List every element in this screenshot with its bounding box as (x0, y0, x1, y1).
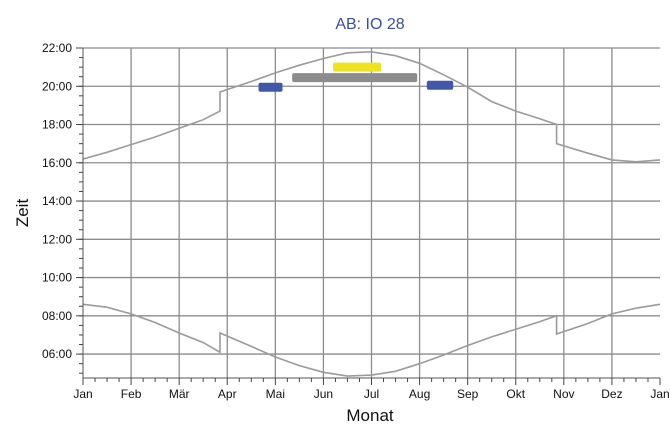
y-tick-label: 22:00 (42, 41, 72, 55)
upper-curve (82, 50, 661, 163)
y-tick-label: 10:00 (42, 271, 72, 285)
y-tick-label: 16:00 (42, 156, 72, 170)
grid (83, 47, 660, 378)
x-tick-label: Mai (266, 387, 285, 401)
x-tick-label: Aug (409, 387, 430, 401)
x-tick-label: Mär (169, 387, 190, 401)
x-axis-label: Monat (346, 406, 394, 425)
y-tick-label: 12:00 (42, 232, 72, 246)
x-tick-label: Dez (601, 387, 622, 401)
band-mark (426, 80, 454, 90)
y-tick-label: 06:00 (42, 347, 72, 361)
y-axis-label: Zeit (13, 199, 32, 228)
band-mark (258, 82, 283, 92)
bands (258, 62, 454, 92)
y-tick-label: 08:00 (42, 309, 72, 323)
x-tick-label: Jul (364, 387, 379, 401)
plot-area (82, 50, 661, 377)
y-tick-label: 18:00 (42, 118, 72, 132)
band-mark (333, 62, 382, 72)
chart-title: AB: IO 28 (335, 16, 404, 33)
axes: Jan Feb Mär Apr Mai Jun Jul Aug Sep Okt Nov Dez Jan 0… (42, 41, 670, 401)
x-tick-label: Okt (506, 387, 525, 401)
y-tick-label: 14:00 (42, 194, 72, 208)
lower-curve (82, 303, 661, 377)
x-tick-label: Jan (73, 387, 92, 401)
x-tick-label: Jun (314, 387, 333, 401)
x-tick-label: Sep (457, 387, 479, 401)
band-mark (292, 73, 418, 83)
x-tick-label: Nov (553, 387, 574, 401)
x-tick-label: Feb (121, 387, 142, 401)
x-tick-label: Apr (218, 387, 237, 401)
x-tick-label: Jan (650, 387, 669, 401)
y-tick-label: 20:00 (42, 79, 72, 93)
